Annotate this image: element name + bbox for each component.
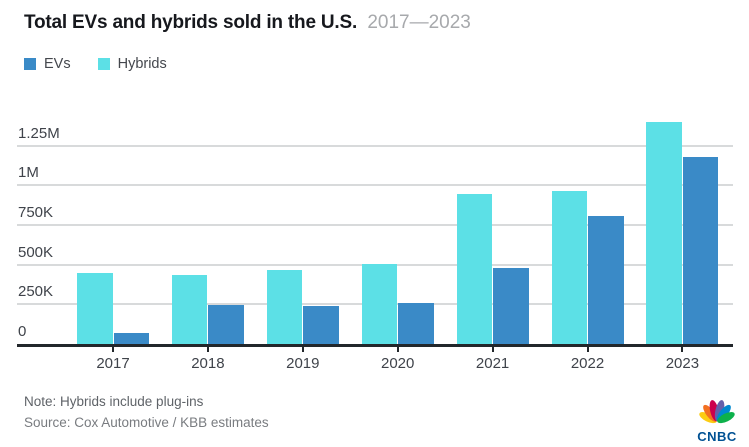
x-axis-label-2019: 2019 — [286, 355, 320, 372]
x-axis-label-2022: 2022 — [570, 355, 605, 372]
bar-evs-2020[interactable] — [398, 302, 434, 344]
gridline-1M — [17, 184, 733, 187]
x-axis-label-2021: 2021 — [475, 355, 510, 372]
footnote: Note: Hybrids include plug-ins — [24, 394, 204, 409]
page-title: Total EVs and hybrids sold in the U.S. 2… — [24, 11, 471, 35]
x-axis-tick-2022 — [586, 346, 589, 352]
legend-label-hybrids: Hybrids — [117, 56, 167, 72]
x-axis-label-2023: 2023 — [665, 355, 700, 372]
x-axis-label-2020: 2020 — [381, 355, 415, 372]
bar-evs-2018[interactable] — [208, 305, 244, 344]
x-axis-tick-2021 — [491, 346, 494, 352]
y-axis-label-750K: 750K — [18, 203, 54, 221]
evs-swatch-icon — [24, 58, 36, 70]
legend-label-evs: EVs — [44, 56, 71, 72]
cnbc-wordmark: CNBC — [697, 429, 737, 444]
x-axis-tick-2018 — [206, 346, 209, 352]
bar-evs-2019[interactable] — [303, 305, 339, 344]
y-axis-label-250K: 250K — [18, 283, 54, 301]
bar-hybrids-2021[interactable] — [456, 193, 493, 344]
source-credit: Source: Cox Automotive / KBB estimates — [24, 415, 269, 430]
hybrids-swatch-icon — [97, 58, 110, 70]
x-axis-tick-2023 — [681, 346, 684, 352]
bar-hybrids-2017[interactable] — [77, 273, 113, 344]
y-axis-label-0: 0 — [18, 323, 27, 340]
x-axis-label-2017: 2017 — [96, 355, 130, 372]
legend: EVs Hybrids — [24, 56, 167, 72]
chart-subtitle: 2017—2023 — [367, 12, 471, 33]
gridline-750K — [17, 223, 733, 226]
x-axis-tick-2020 — [396, 346, 399, 352]
bar-hybrids-2019[interactable] — [266, 270, 303, 344]
x-axis-line — [17, 344, 733, 347]
bar-hybrids-2020[interactable] — [361, 263, 398, 344]
bar-evs-2022[interactable] — [588, 216, 624, 344]
bar-evs-2017[interactable] — [113, 332, 149, 344]
cnbc-logo: CNBC — [693, 397, 741, 444]
bar-hybrids-2023[interactable] — [646, 122, 682, 344]
bar-hybrids-2018[interactable] — [171, 274, 208, 344]
gridline-1.25M — [17, 144, 733, 147]
y-axis-label-1M: 1M — [18, 164, 39, 182]
bar-evs-2023[interactable] — [682, 156, 719, 344]
bar-hybrids-2022[interactable] — [551, 190, 587, 344]
chart-title: Total EVs and hybrids sold in the U.S. — [24, 12, 358, 33]
x-axis-label-2018: 2018 — [191, 355, 225, 372]
bar-evs-2021[interactable] — [493, 267, 529, 344]
x-axis-tick-2017 — [112, 346, 114, 352]
x-axis-tick-2019 — [301, 346, 304, 352]
peacock-icon — [699, 400, 735, 424]
legend-item-evs[interactable]: EVs — [24, 56, 71, 72]
y-axis-label-500K: 500K — [18, 243, 54, 261]
y-axis-label-1.25M: 1.25M — [18, 124, 60, 142]
legend-item-hybrids[interactable]: Hybrids — [97, 56, 167, 72]
